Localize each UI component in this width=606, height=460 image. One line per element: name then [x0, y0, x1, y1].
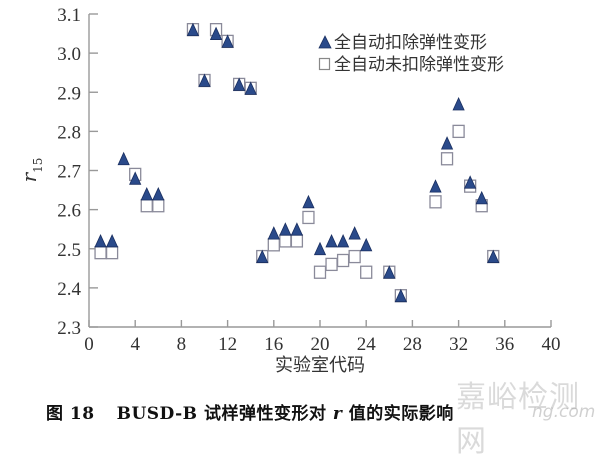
watermark-url: ng.com	[532, 402, 596, 422]
y-tick-label: 2.8	[57, 122, 81, 143]
hollow-square-marker	[348, 249, 361, 264]
x-tick-label: 40	[542, 334, 561, 355]
y-tick-label: 3.0	[57, 44, 81, 65]
hollow-square-marker	[279, 234, 292, 248]
y-tick-label: 2.7	[57, 162, 81, 183]
filled-triangle-marker	[464, 175, 477, 189]
legend-triangle-icon	[318, 35, 332, 49]
hollow-square-marker	[440, 152, 454, 166]
caption-text-post: 值的实际影响	[342, 404, 454, 424]
hollow-square-marker	[140, 199, 153, 213]
y-tick-label: 2.5	[57, 240, 81, 261]
hollow-square-marker	[302, 210, 315, 225]
x-tick-label: 16	[264, 334, 283, 355]
figure-number: 图 18	[46, 404, 95, 424]
filled-triangle-marker	[233, 77, 246, 91]
filled-triangle-marker	[267, 226, 280, 240]
filled-triangle-marker	[209, 26, 223, 40]
filled-triangle-marker	[290, 222, 304, 236]
svg-text:r15: r15	[17, 158, 45, 183]
x-tick-label: 36	[495, 334, 514, 355]
y-tick-label: 3.1	[57, 5, 81, 26]
legend-label-deducted: 全自动扣除弹性变形	[334, 33, 487, 53]
filled-triangle-marker	[452, 97, 465, 111]
x-tick-label: 20	[311, 334, 330, 355]
hollow-square-marker	[105, 246, 119, 260]
series-filled-triangle	[94, 22, 500, 303]
filled-triangle-marker	[440, 136, 454, 150]
filled-triangle-marker	[279, 222, 292, 236]
hollow-square-marker	[452, 124, 465, 139]
tick-labels: 2.3 2.4 2.5 2.6 2.7 2.8 2.9 3.0 3.1 0 4 8 12 16 20 24 28…	[57, 5, 560, 355]
hollow-square-marker	[429, 195, 442, 209]
hollow-square-marker	[313, 265, 327, 279]
filled-triangle-marker	[394, 288, 407, 303]
filled-triangle-marker	[94, 233, 107, 248]
filled-triangle-marker	[129, 171, 142, 185]
legend: 全自动扣除弹性变形 全自动未扣除弹性变形	[318, 33, 504, 75]
y-tick-label: 2.9	[57, 83, 81, 104]
x-tick-label: 28	[403, 334, 422, 355]
filled-triangle-marker	[383, 265, 396, 279]
hollow-square-marker	[152, 199, 165, 213]
filled-triangle-marker	[348, 226, 361, 240]
filled-triangle-marker	[152, 187, 165, 201]
hollow-square-marker	[336, 253, 350, 268]
figure-caption: 图 18 BUSD-B 试样弹性变形对 r 值的实际影响	[46, 399, 454, 424]
filled-triangle-marker	[256, 249, 269, 263]
hollow-square-marker	[360, 265, 373, 279]
hollow-square-marker	[267, 238, 280, 252]
legend-label-not-deducted: 全自动未扣除弹性变形	[334, 55, 504, 75]
filled-triangle-marker	[140, 187, 153, 201]
legend-square-icon	[318, 57, 331, 71]
y-tick-label: 2.3	[57, 318, 81, 339]
y-axis-title: r15	[17, 158, 45, 183]
filled-triangle-marker	[221, 34, 234, 48]
axes	[88, 13, 552, 328]
filled-triangle-marker	[360, 237, 373, 252]
filled-triangle-marker	[336, 233, 350, 248]
scatter-chart: 2.3 2.4 2.5 2.6 2.7 2.8 2.9 3.0 3.1 0 4 8 12 16 20 24 28…	[17, 5, 561, 376]
x-tick-label: 32	[449, 334, 468, 355]
filled-triangle-marker	[429, 179, 442, 193]
hollow-square-marker	[325, 257, 338, 272]
x-tick-label: 8	[177, 334, 187, 355]
caption-text-pre: BUSD-B 试样弹性变形对	[116, 404, 333, 424]
filled-triangle-marker	[186, 22, 200, 37]
y-tick-label: 2.4	[57, 279, 81, 300]
filled-triangle-marker	[244, 81, 257, 95]
caption-variable: r	[332, 404, 343, 424]
filled-triangle-marker	[325, 233, 338, 248]
y-tick-label: 2.6	[57, 201, 81, 222]
x-tick-label: 12	[218, 334, 237, 355]
x-tick-label: 0	[84, 334, 94, 355]
hollow-square-marker	[290, 234, 304, 248]
hollow-square-marker	[94, 246, 107, 260]
filled-triangle-marker	[313, 241, 327, 256]
filled-triangle-marker	[302, 194, 315, 209]
x-tick-label: 24	[357, 334, 377, 355]
filled-triangle-marker	[117, 151, 130, 166]
x-axis-title: 实验室代码	[275, 355, 365, 376]
filled-triangle-marker	[105, 233, 119, 248]
x-tick-label: 4	[130, 334, 140, 355]
filled-triangle-marker	[487, 249, 500, 263]
filled-triangle-marker	[475, 190, 488, 205]
filled-triangle-marker	[198, 73, 211, 87]
